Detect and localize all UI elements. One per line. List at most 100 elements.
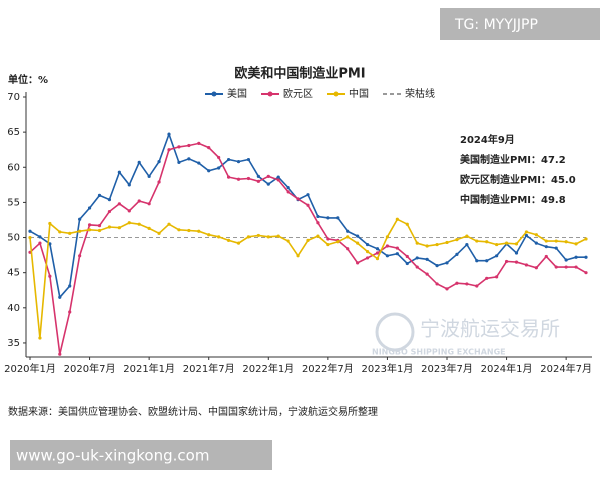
data-point — [365, 242, 370, 247]
data-point — [495, 254, 499, 258]
data-point — [256, 179, 260, 183]
data-point — [207, 145, 211, 150]
chart-title: 欧美和中国制造业PMI — [234, 66, 365, 82]
watermark-bottom: www.go-uk-xingkong.com — [16, 447, 209, 465]
data-point — [217, 235, 221, 239]
data-point — [296, 254, 300, 258]
data-point — [177, 145, 181, 149]
data-point — [554, 239, 558, 243]
legend-marker — [333, 91, 339, 97]
data-point — [48, 221, 52, 226]
data-point — [326, 242, 330, 247]
data-point — [425, 257, 429, 261]
data-point — [465, 282, 469, 286]
data-point — [167, 148, 171, 152]
data-point — [217, 155, 221, 160]
data-point — [465, 242, 469, 247]
data-point — [415, 241, 419, 245]
data-point — [207, 169, 211, 173]
data-point — [147, 202, 151, 206]
data-point — [137, 160, 141, 164]
data-point — [405, 222, 409, 226]
y-tick-label: 65 — [7, 127, 20, 138]
data-point — [68, 310, 72, 314]
data-point — [574, 265, 578, 269]
data-point — [68, 231, 72, 235]
data-point — [435, 242, 439, 247]
data-point — [38, 336, 42, 340]
data-point — [445, 240, 449, 245]
x-tick-label: 2024年7月 — [540, 362, 592, 375]
data-point — [564, 240, 568, 244]
y-tick-label: 50 — [7, 233, 20, 244]
data-point — [365, 256, 370, 260]
y-tick-label: 55 — [7, 197, 20, 208]
data-point — [117, 170, 121, 174]
data-point — [485, 240, 489, 244]
source-note: 数据来源：美国供应管理协会、欧盟统计局、中国国家统计局，宁波航运交易所整理 — [8, 405, 378, 418]
data-point — [78, 217, 82, 221]
unit-label: 单位：% — [8, 73, 48, 86]
data-point — [375, 257, 380, 261]
data-point — [356, 261, 360, 265]
data-point — [207, 233, 211, 237]
data-point — [395, 217, 399, 221]
data-point — [157, 160, 161, 164]
data-point — [375, 247, 380, 251]
data-point — [117, 202, 121, 206]
data-point — [87, 206, 92, 210]
data-point — [266, 174, 270, 179]
data-point — [286, 239, 290, 243]
data-point — [356, 234, 360, 238]
data-point — [495, 242, 499, 247]
data-point — [405, 254, 409, 259]
data-point — [147, 226, 151, 231]
x-tick-label: 2024年1月 — [481, 362, 533, 375]
data-point — [78, 229, 82, 233]
data-point — [266, 182, 270, 186]
data-point — [425, 272, 429, 276]
data-point — [58, 295, 62, 299]
data-point — [276, 234, 280, 238]
y-tick-label: 45 — [7, 268, 20, 279]
data-point — [157, 231, 161, 235]
data-point — [286, 190, 290, 194]
data-point — [236, 177, 241, 181]
data-point — [107, 197, 112, 202]
data-point — [485, 259, 489, 263]
data-point — [276, 178, 280, 182]
data-point — [524, 233, 529, 238]
data-point — [524, 263, 529, 267]
annotation: 美国制造业PMI：47.2 — [460, 153, 566, 166]
data-point — [564, 258, 568, 262]
data-point — [226, 238, 231, 242]
data-point — [316, 214, 320, 219]
x-tick-label: 2023年7月 — [421, 362, 473, 375]
x-tick-label: 2021年7月 — [183, 362, 235, 375]
data-point — [524, 230, 529, 234]
logo-icon — [375, 312, 415, 352]
data-point — [197, 229, 201, 233]
data-point — [495, 275, 499, 279]
legend-marker — [267, 91, 273, 97]
y-tick-label: 70 — [7, 92, 20, 103]
data-point — [78, 254, 82, 258]
data-point — [137, 222, 141, 226]
data-point — [286, 186, 290, 190]
data-point — [127, 221, 131, 225]
data-point — [534, 233, 538, 237]
data-point — [385, 235, 390, 239]
data-point — [435, 282, 439, 286]
data-point — [534, 266, 538, 270]
data-point — [48, 274, 52, 278]
data-point — [326, 216, 330, 220]
data-point — [147, 174, 151, 179]
watermark-box — [10, 440, 272, 470]
data-point — [87, 228, 92, 232]
data-point — [584, 237, 588, 241]
data-point — [346, 235, 350, 239]
data-point — [256, 174, 260, 179]
data-point — [475, 284, 479, 288]
data-point — [504, 241, 509, 245]
logo-subtitle: NINGBO SHIPPING EXCHANGE — [372, 348, 506, 357]
